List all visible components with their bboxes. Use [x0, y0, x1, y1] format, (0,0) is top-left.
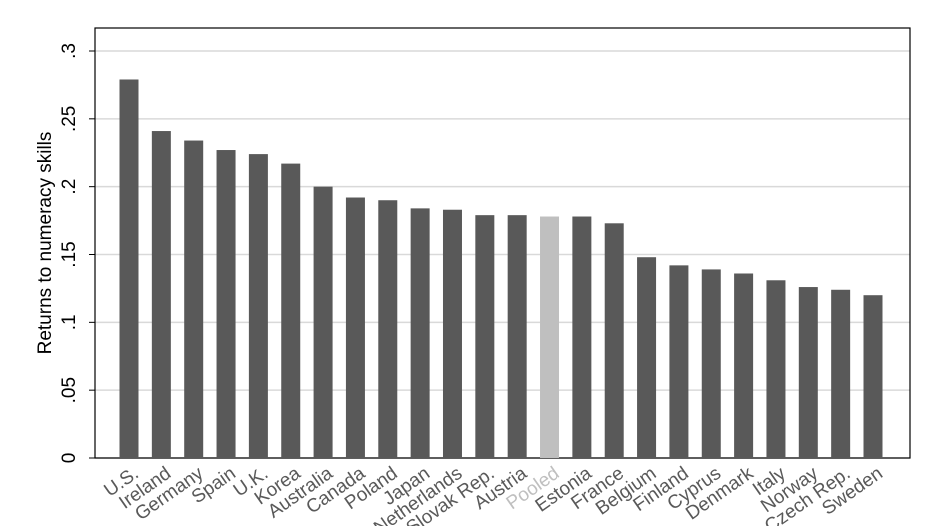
bar	[507, 215, 527, 458]
y-tick-label: .15	[59, 241, 80, 267]
bar	[313, 186, 333, 458]
y-tick-label: .05	[59, 377, 80, 403]
bar	[475, 215, 495, 458]
bar	[410, 208, 430, 458]
bar	[281, 163, 301, 458]
bar	[151, 131, 171, 458]
bar	[766, 280, 786, 458]
bar	[734, 273, 754, 458]
bar	[378, 200, 398, 458]
bar	[701, 269, 721, 458]
y-tick-label: 0	[59, 453, 80, 464]
bar	[637, 257, 657, 458]
bar	[604, 223, 624, 458]
bar	[442, 209, 462, 458]
bar	[798, 287, 818, 458]
y-tick-label: .3	[59, 43, 80, 59]
bar	[540, 216, 560, 458]
y-tick-label: .2	[59, 179, 80, 195]
bar	[216, 150, 236, 458]
y-tick-label: .1	[59, 314, 80, 330]
bar	[345, 197, 365, 458]
bar	[831, 289, 851, 458]
bar	[119, 79, 139, 459]
plot-frame	[94, 27, 911, 459]
y-tick-label: .25	[59, 106, 80, 132]
bar	[669, 265, 689, 458]
y-axis-title: Returns to numeracy skills	[35, 132, 56, 355]
bar	[248, 154, 268, 458]
bar	[863, 295, 883, 458]
bar	[572, 216, 592, 458]
bar	[184, 140, 204, 459]
